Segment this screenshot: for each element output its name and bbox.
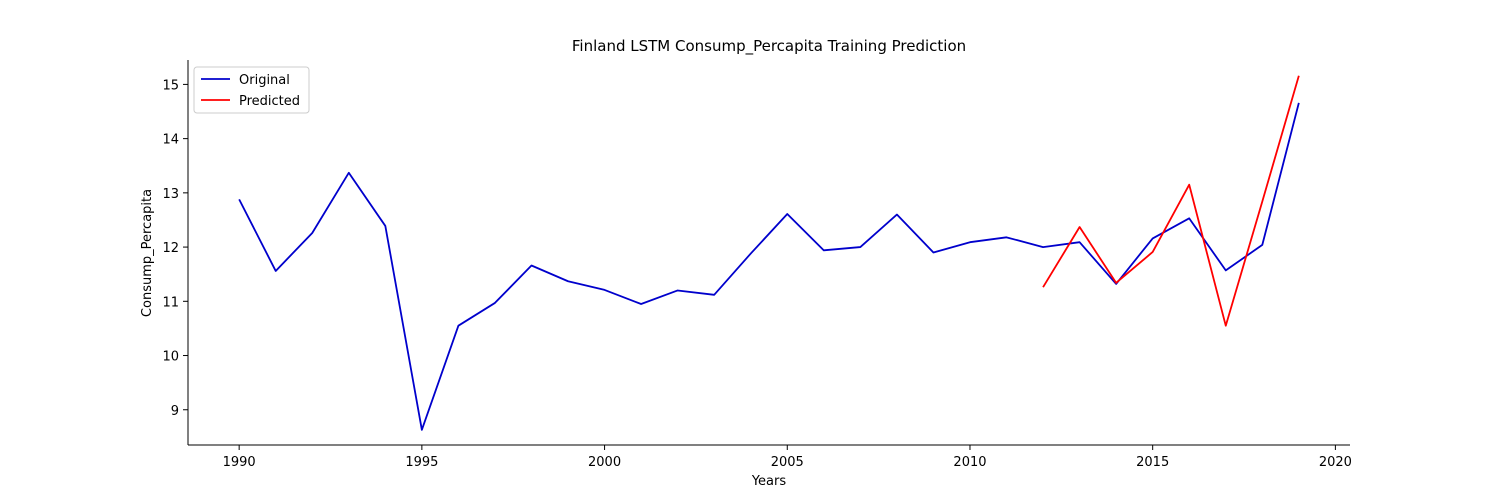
x-tick-label: 2015 [1136,455,1169,470]
y-axis-label: Consump_Percapita [140,189,155,317]
legend-label-predicted: Predicted [239,94,300,109]
legend-label-original: Original [239,73,290,88]
x-axis-ticks: 1990 1995 2000 2005 2010 2015 2020 [223,445,1352,470]
y-axis-ticks: 9 10 11 12 13 14 15 [162,78,188,419]
x-axis-label: Years [751,474,787,489]
plot-area [238,75,1300,431]
x-tick-label: 2005 [771,455,804,470]
x-tick-label: 2020 [1319,455,1352,470]
y-tick-label: 11 [162,295,179,310]
y-tick-label: 10 [162,350,179,365]
x-tick-label: 1995 [405,455,438,470]
x-tick-label: 1990 [223,455,256,470]
y-tick-label: 15 [162,78,179,93]
y-tick-label: 12 [162,241,179,256]
x-tick-label: 2010 [953,455,986,470]
chart-title: Finland LSTM Consump_Percapita Training … [572,37,966,56]
y-tick-label: 9 [171,404,179,419]
y-tick-label: 13 [162,187,179,202]
legend: Original Predicted [193,66,310,114]
series-line-original [238,102,1300,431]
x-tick-label: 2000 [588,455,621,470]
y-tick-label: 14 [162,133,179,148]
series-line-predicted [1042,75,1300,327]
